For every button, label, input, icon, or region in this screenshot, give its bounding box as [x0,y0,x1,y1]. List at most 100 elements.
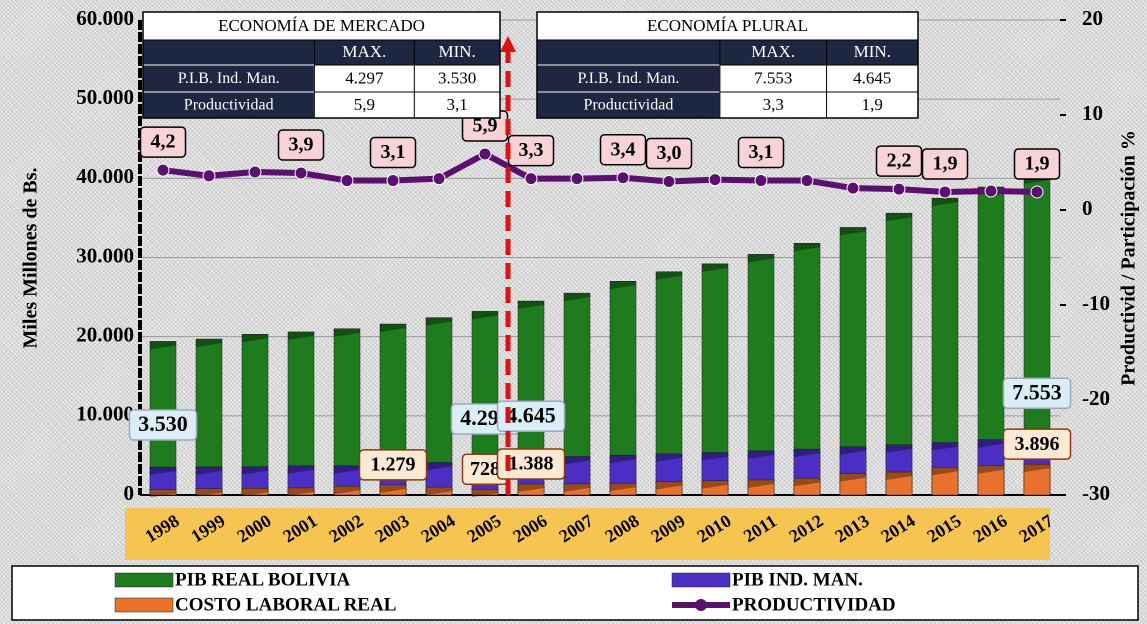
line-marker [754,174,768,188]
bar [931,467,959,496]
table-row-label: P.I.B. Ind. Man. [178,70,280,87]
bar-top-shade [472,311,498,320]
value-label-box [875,145,923,177]
line-marker [202,169,216,183]
value-label: 4,2 [151,131,176,153]
y-axis-title: Miles Millones de Bs. [20,167,42,348]
table-title-cell [142,11,501,41]
bar-top-shade [196,466,222,475]
bar-top-shade [656,481,682,490]
bar-top-shade [426,317,452,326]
y-tick-label: 60.000 [76,6,134,30]
bar-top-shade [288,487,314,496]
bar-top-shade [702,452,728,461]
bar-top-shade [426,487,452,496]
y2-tick-label: -10 [1082,291,1110,315]
bar-top-shade [380,484,406,493]
bar [977,465,1005,496]
value-label: 3,9 [289,134,314,156]
value-label: 3,1 [381,141,406,163]
bar-top-shade [518,484,544,493]
value-label-box [139,126,187,158]
value-label-box [599,133,647,166]
bar [241,488,269,496]
bar-top-shade [564,293,590,302]
legend-label: PRODUCTIVIDAD [732,594,896,615]
table-row-label: P.I.B. Ind. Man. [578,70,680,87]
value-label: 1,9 [933,153,958,175]
y-tick-label: 20.000 [76,322,134,346]
bar [379,484,407,496]
y-tick-label: 30.000 [76,243,134,267]
y2-tick-label: 10 [1082,101,1103,125]
bar-top-shade [978,439,1004,448]
bar-top-shade [886,213,912,222]
line-marker [294,166,308,180]
bar-top-shade [1024,464,1050,473]
bar [839,473,867,496]
line-marker [708,173,722,187]
bar-top-shade [932,198,958,207]
value-label-box [128,409,198,441]
line-marker [662,175,676,188]
value-label: 3,0 [657,142,682,164]
legend-label: PIB IND. MAN. [732,569,863,590]
table-cell [719,91,919,119]
bar [885,471,913,496]
table-header-row [536,39,919,66]
bar-top-shade [564,483,590,492]
value-label: 3.896 [1015,433,1060,455]
table-column-header: MIN. [439,42,476,61]
bar-top-shade [334,328,360,337]
table-cell [313,64,501,93]
table-row-label: Productividad [584,97,674,114]
table-border [536,11,919,119]
line-marker [524,172,538,186]
bar [793,478,821,496]
bar-top-shade [196,488,222,497]
line-marker [892,182,906,196]
bar-top-shade [656,271,682,280]
bar [655,481,683,496]
bar [471,488,499,496]
bar-top-shade [334,465,360,474]
bar [1023,463,1051,496]
value-label-box [277,129,325,161]
bar-top-shade [242,488,268,497]
bar-top-shade [242,334,268,343]
bar-top-shade [702,480,728,489]
line-marker [340,174,354,188]
bar-top-shade [150,489,176,498]
y2-tick-label: 0 [1082,196,1093,220]
value-label: 3,3 [519,139,544,161]
value-label-box [1013,148,1061,180]
line-marker [432,172,446,186]
y-tick-label: 0 [124,481,135,505]
bar [333,486,361,496]
bar-top-shade [978,465,1004,474]
table-column-header: MIN. [854,42,891,61]
table-row-label: Productividad [184,97,274,114]
legend-label: COSTO LABORAL REAL [175,594,396,615]
bar-top-shade [150,341,176,350]
y2-tick-label: -30 [1082,481,1110,505]
y2-tick-label: -20 [1082,386,1110,410]
table-title-cell [536,11,919,41]
line [162,150,1038,195]
bar-top-shade [932,467,958,476]
line-marker [846,181,860,195]
line-marker [478,147,492,161]
bar-top-shade [840,227,866,236]
bar-top-shade [840,473,866,482]
value-label-box [645,137,693,170]
legend-box [11,565,1139,621]
line-marker [1030,185,1044,199]
value-label-box [496,400,566,432]
value-label: 1,9 [1025,153,1050,175]
legend-label: PIB REAL BOLIVIA [175,569,351,590]
bar [425,486,453,496]
table-cell-text: 4.645 [853,68,891,87]
table-cell-text: 5,9 [354,95,375,114]
value-label: 5,9 [473,115,498,137]
